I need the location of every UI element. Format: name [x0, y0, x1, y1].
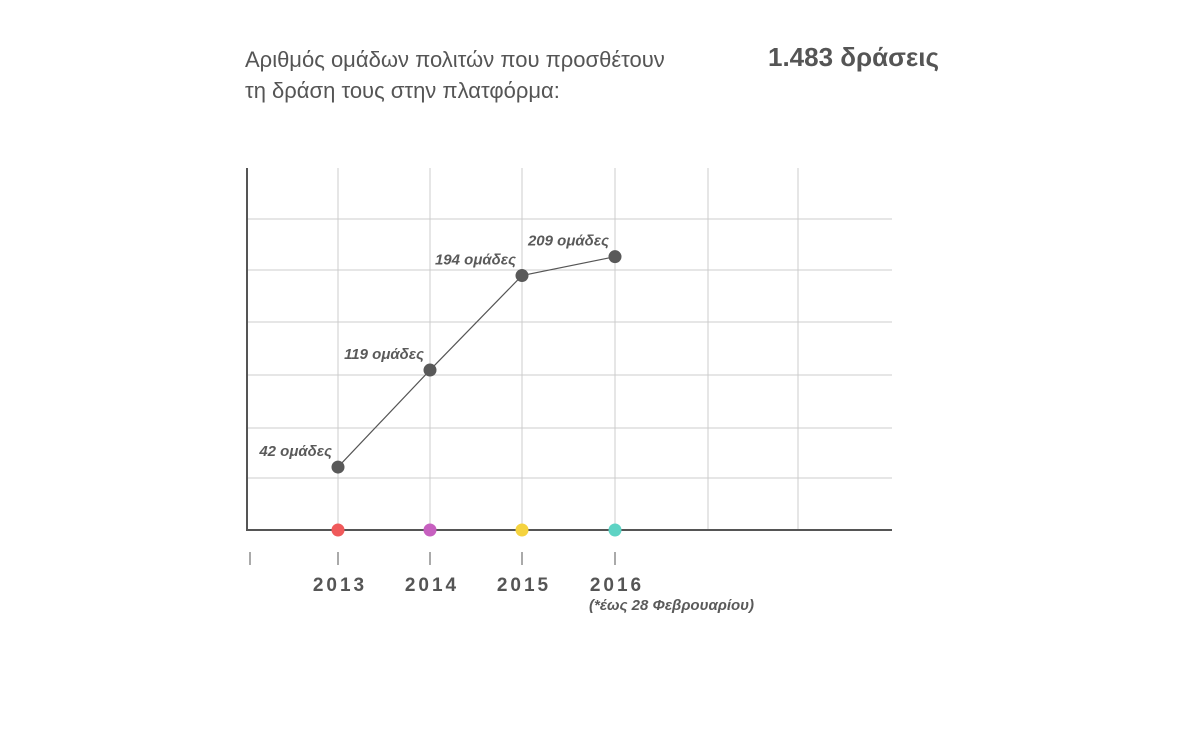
data-point	[608, 250, 622, 264]
data-label: 209 ομάδες	[527, 233, 609, 250]
data-point	[423, 363, 437, 377]
x-tick-label: 2014	[405, 575, 459, 596]
data-point	[515, 269, 529, 283]
data-point	[331, 460, 345, 474]
x-axis-year-marker	[331, 523, 345, 537]
chart-grid	[247, 168, 892, 530]
chart-title-line-1: Αριθμός ομάδων πολιτών που προσθέτουν	[245, 47, 665, 72]
data-label: 119 ομάδες	[344, 346, 424, 363]
total-actions-count: 1.483 δράσεις	[768, 42, 939, 72]
series-line	[337, 256, 616, 468]
data-label: 194 ομάδες	[435, 252, 516, 269]
data-label: 42 ομάδες	[258, 443, 332, 460]
x-axis-year-marker	[608, 523, 622, 537]
x-axis-markers	[331, 523, 622, 537]
chart-title: Αριθμός ομάδων πολιτών που προσθέτουν τη…	[245, 44, 755, 106]
x-axis-year-marker	[515, 523, 529, 537]
x-axis-year-marker	[423, 523, 437, 537]
x-tick-label: 2015	[497, 575, 551, 596]
chart-labels: 42 ομάδες 119 ομάδες 194 ομάδες 209 ομάδες 2…	[258, 233, 754, 614]
chart-axes	[246, 168, 892, 565]
x-tick-label: 2013	[313, 575, 367, 596]
x-axis-note: (*έως 28 Φεβρουαρίου)	[589, 597, 754, 614]
chart-title-line-2: τη δράση τους στην πλατφόρμα:	[245, 78, 560, 103]
data-series	[331, 250, 622, 474]
x-tick-label: 2016	[590, 575, 644, 596]
